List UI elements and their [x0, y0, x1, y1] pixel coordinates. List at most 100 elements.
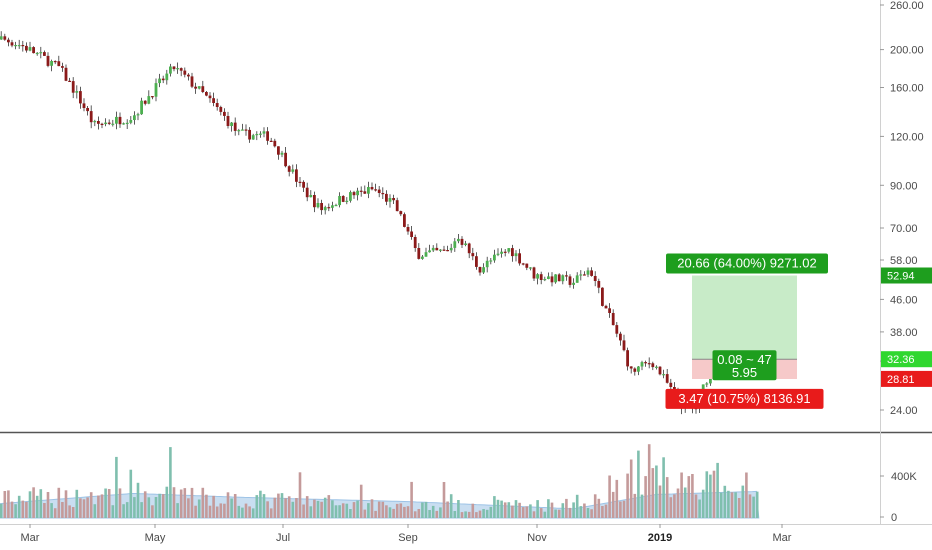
time-tick-label: Mar	[21, 532, 40, 544]
candle-body	[107, 122, 111, 124]
candle-body	[464, 243, 467, 245]
volume-bar	[302, 504, 305, 518]
volume-bar	[439, 507, 442, 518]
volume-bar	[68, 505, 71, 518]
volume-bar	[392, 508, 395, 518]
price-axis[interactable]: 260.00 200.00 160.00 120.00 90.00 70.00 58.00 4…	[880, 0, 924, 524]
candle-body	[32, 47, 35, 54]
volume-bar	[615, 479, 619, 518]
candle-body	[327, 207, 331, 209]
candle-body	[97, 121, 100, 124]
volume-bar	[291, 501, 295, 518]
price-tick-label: 70.00	[890, 223, 918, 235]
volume-bar	[266, 501, 269, 518]
volume-bar	[626, 473, 629, 518]
profit-zone[interactable]	[692, 275, 797, 360]
candle-body	[529, 267, 532, 269]
candle-body	[3, 36, 7, 40]
candle-body	[10, 42, 14, 46]
volume-bar	[655, 465, 658, 518]
time-tick-label: Nov	[527, 532, 547, 544]
volume-bar	[698, 499, 701, 518]
volume-bar	[176, 503, 179, 518]
candle-body	[280, 152, 284, 155]
volume-bar	[172, 487, 176, 518]
candle-body	[543, 279, 547, 281]
price-tick-label: 24.00	[890, 405, 918, 417]
candle-body	[172, 66, 176, 70]
candle-body	[151, 96, 154, 98]
candle-body	[651, 363, 655, 368]
candle-body	[665, 374, 669, 383]
volume-bar	[140, 502, 143, 518]
candle-body	[79, 91, 82, 104]
target-label-text: 20.66 (64.00%) 9271.02	[677, 256, 817, 271]
candle-body	[187, 74, 190, 77]
stop-label-text: 3.47 (10.75%) 8136.91	[678, 391, 810, 406]
candle-body	[341, 196, 345, 202]
candle-body	[701, 384, 705, 394]
volume-bar	[89, 492, 93, 518]
candle-body	[424, 252, 428, 257]
candle-body	[212, 98, 215, 103]
candle-body	[619, 333, 622, 341]
time-tick-label: May	[145, 532, 166, 544]
candle-body	[219, 107, 223, 112]
volume-bar	[28, 491, 32, 518]
candle-body	[550, 276, 554, 283]
volume-bar	[169, 447, 172, 518]
volume-bar	[17, 495, 21, 518]
volume-bar	[608, 475, 611, 518]
volume-bar	[183, 488, 187, 518]
candle-body	[503, 251, 507, 253]
candle-body	[111, 123, 115, 125]
candle-body	[57, 61, 61, 67]
volume-bar	[424, 501, 428, 518]
volume-bar	[532, 511, 536, 518]
candle-body	[205, 92, 208, 96]
candle-body	[223, 111, 226, 116]
candle-body	[392, 198, 395, 201]
volume-bar	[111, 505, 115, 518]
volume-bar	[565, 498, 568, 518]
candle-body	[143, 100, 147, 104]
candle-body	[370, 187, 374, 190]
volume-bar	[385, 505, 388, 518]
candle-body	[248, 129, 251, 140]
candle-body	[28, 47, 32, 51]
candle-body	[557, 274, 561, 282]
volume-bar	[593, 494, 597, 518]
candle-body	[100, 123, 104, 125]
candle-body	[284, 152, 287, 167]
candle-body	[251, 135, 255, 140]
position-info-label-text: 0.08 ~ 47	[717, 352, 772, 367]
candle-body	[655, 366, 658, 368]
candle-body	[75, 91, 79, 93]
candle-body	[183, 70, 187, 75]
volume-bar	[475, 512, 478, 518]
volume-bar	[568, 507, 572, 518]
volume-bar	[701, 489, 705, 518]
candle-body	[356, 190, 359, 196]
volume-bar	[687, 476, 691, 518]
volume-bar	[147, 497, 151, 518]
candle-body	[269, 140, 273, 142]
volume-bar	[237, 505, 241, 518]
volume-bar	[683, 487, 687, 518]
candle-body	[233, 122, 237, 131]
time-axis[interactable]: Mar May Jul Sep Nov 2019 Mar	[21, 524, 792, 544]
volume-bar	[665, 477, 669, 518]
volume-bar	[449, 494, 453, 518]
candle-body	[82, 103, 86, 108]
candle-body	[302, 181, 305, 188]
volume-bar	[97, 495, 100, 518]
volume-bar	[521, 507, 525, 518]
position-tool[interactable]: 20.66 (64.00%) 9271.02 0.08 ~ 475.95 3.47 …	[665, 253, 829, 409]
candle-body	[593, 276, 597, 281]
volume-bar	[3, 491, 7, 518]
volume-bar	[719, 492, 723, 518]
volume-bar	[583, 503, 586, 518]
candle-body	[547, 276, 550, 279]
volume-bar	[457, 500, 460, 518]
